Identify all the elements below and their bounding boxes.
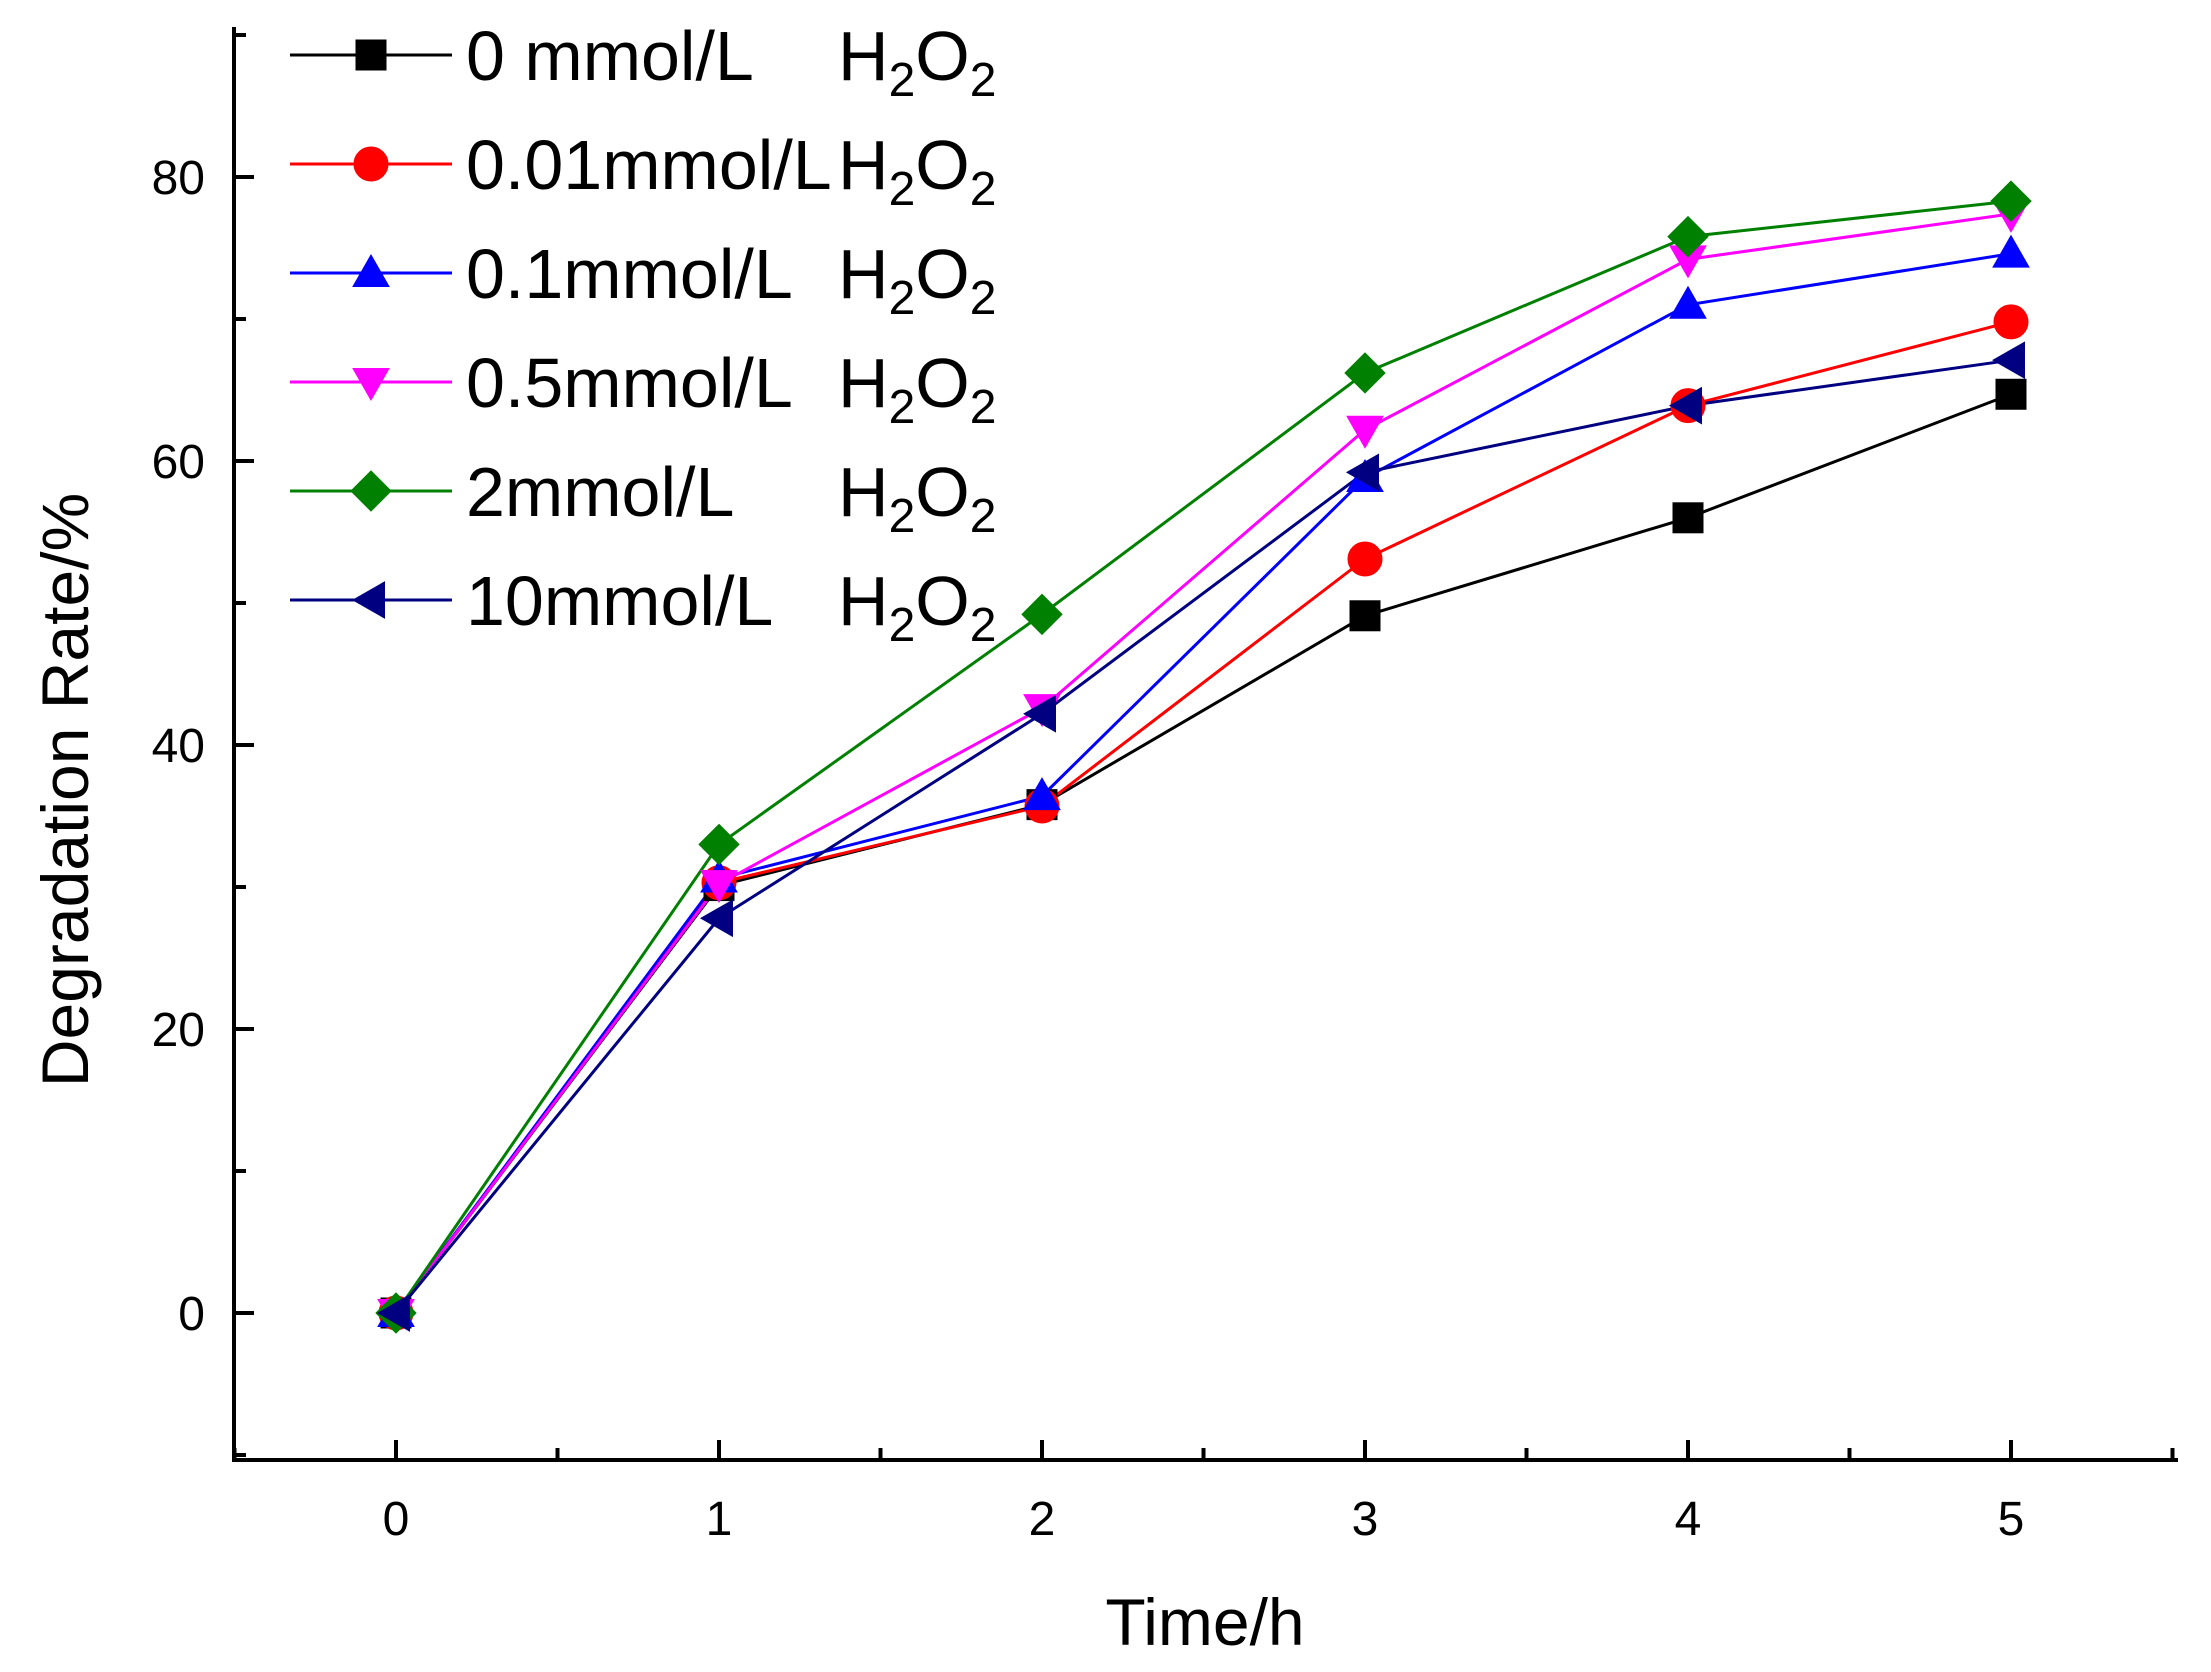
data-point-series-1 — [1993, 304, 2029, 340]
legend-formula-mid: O — [915, 453, 969, 531]
legend-formula-sub2: 2 — [970, 599, 997, 652]
data-point-series-5 — [1022, 694, 1056, 733]
series-line-3 — [394, 212, 2012, 1314]
legend-marker — [355, 39, 387, 71]
y-tick-label: 80 — [152, 152, 205, 205]
series-line-2 — [394, 252, 2012, 1314]
legend-formula-suffix: H — [838, 344, 889, 422]
y-tick-label: 40 — [152, 720, 205, 773]
legend-formula: H2O2 — [838, 126, 996, 216]
legend-marker — [350, 470, 392, 512]
series-line-0 — [394, 392, 2012, 1314]
legend-formula-mid: O — [915, 344, 969, 422]
x-ticks: 0 1 2 3 4 5 — [232, 1440, 2175, 1546]
legend-formula-mid: O — [915, 562, 969, 640]
data-point-series-1 — [1347, 541, 1383, 577]
legend-label: 0.1mmol/L — [466, 235, 793, 313]
legend-label: 0 mmol/L — [466, 17, 754, 95]
legend-formula: H2O2 — [838, 235, 996, 325]
data-point-series-5 — [1991, 341, 2025, 380]
data-point-series-4 — [1990, 180, 2032, 222]
legend-formula-sub1: 2 — [889, 272, 916, 325]
data-point-series-2 — [1992, 234, 2030, 268]
legend-formula-sub1: 2 — [889, 381, 916, 434]
legend-formula-mid: O — [915, 17, 969, 95]
data-point-series-3 — [700, 870, 738, 904]
legend-formula-sub1: 2 — [889, 599, 916, 652]
legend-formula-sub2: 2 — [970, 381, 997, 434]
legend-formula-suffix: H — [838, 17, 889, 95]
legend-marker — [352, 368, 390, 402]
legend-formula-sub2: 2 — [970, 272, 997, 325]
data-point-series-5 — [1345, 453, 1379, 492]
x-tick-label: 4 — [1675, 1493, 1702, 1546]
x-tick-label: 1 — [706, 1493, 733, 1546]
legend-label: 10mmol/L — [466, 562, 773, 640]
legend-formula: H2O2 — [838, 453, 996, 543]
legend-formula: H2O2 — [838, 344, 996, 434]
data-point-series-0 — [1672, 502, 1704, 534]
data-point-series-5 — [1668, 386, 1702, 425]
series-markers — [375, 180, 2032, 1334]
legend-label: 2mmol/L — [466, 453, 734, 531]
x-tick-label: 3 — [1352, 1493, 1379, 1546]
legend-formula-sub1: 2 — [889, 490, 916, 543]
legend-formula-sub1: 2 — [889, 54, 916, 107]
y-tick-label: 20 — [152, 1004, 205, 1057]
series-lines — [394, 199, 2012, 1314]
x-tick-label: 5 — [1998, 1493, 2025, 1546]
legend-formula-sub2: 2 — [970, 54, 997, 107]
data-point-series-5 — [376, 1294, 410, 1332]
data-point-series-0 — [1349, 600, 1381, 632]
data-point-series-3 — [1346, 415, 1384, 449]
data-point-series-4 — [1667, 215, 1709, 258]
legend-formula: H2O2 — [838, 17, 996, 107]
series-line-4 — [394, 199, 2012, 1314]
series-line-5 — [394, 358, 2012, 1314]
legend-formula-suffix: H — [838, 562, 889, 640]
legend-formula-sub1: 2 — [889, 163, 916, 216]
legend-marker — [352, 253, 390, 287]
data-point-series-2 — [1669, 285, 1707, 319]
x-axis-title: Time/h — [1105, 1585, 1304, 1659]
legend-formula-mid: O — [915, 235, 969, 313]
x-tick-label: 0 — [383, 1493, 410, 1546]
y-tick-label: 0 — [178, 1288, 205, 1341]
legend-formula-suffix: H — [838, 235, 889, 313]
legend-formula-suffix: H — [838, 126, 889, 204]
legend-label: 0.01mmol/L — [466, 126, 832, 204]
legend-marker — [351, 581, 385, 619]
data-point-series-2 — [1023, 777, 1061, 811]
data-point-series-5 — [699, 899, 733, 938]
data-point-series-4 — [1344, 352, 1386, 394]
y-ticks: 0 20 40 60 80 — [152, 33, 254, 1457]
legend-formula-mid: O — [915, 126, 969, 204]
legend-formula-sub2: 2 — [970, 490, 997, 543]
legend-marker — [353, 146, 389, 182]
legend-formula-sub2: 2 — [970, 163, 997, 216]
legend-formula: H2O2 — [838, 562, 996, 652]
y-tick-label: 60 — [152, 436, 205, 489]
legend-label: 0.5mmol/L — [466, 344, 793, 422]
legend-formula-suffix: H — [838, 453, 889, 531]
y-axis-title: Degradation Rate/% — [28, 493, 102, 1087]
x-tick-label: 2 — [1029, 1493, 1056, 1546]
data-point-series-4 — [698, 823, 740, 866]
data-point-series-4 — [1021, 593, 1063, 636]
data-point-series-0 — [1995, 378, 2027, 410]
